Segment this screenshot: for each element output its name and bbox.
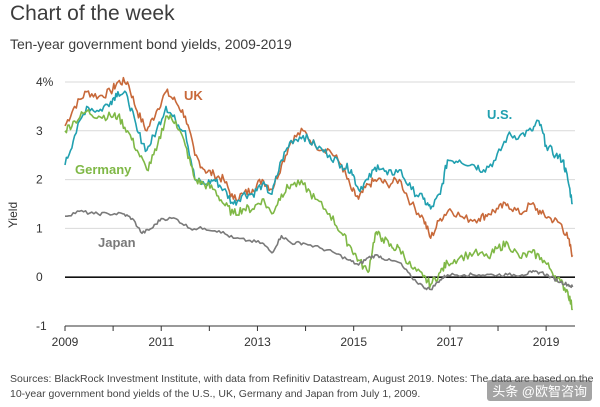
y-tick--1: -1 — [36, 319, 47, 333]
y-tick-labels: 4% 3 2 1 0 -1 — [36, 75, 54, 333]
x-tick-2019: 2019 — [533, 335, 560, 349]
y-tick-4%: 4% — [36, 75, 54, 89]
series-label-germany: Germany — [75, 162, 132, 177]
x-tick-2015: 2015 — [340, 335, 367, 349]
series-label-us: U.S. — [487, 107, 512, 122]
y-tick-1: 1 — [36, 221, 43, 235]
series-line-us — [64, 90, 574, 210]
series-line-germany — [64, 108, 574, 311]
series-label-uk: UK — [184, 88, 203, 103]
series-line-uk — [64, 76, 574, 258]
chart-subtitle: Ten-year government bond yields, 2009-20… — [10, 36, 292, 52]
bond-yield-chart: 4% 3 2 1 0 -1 2009 2011 2013 2015 2017 2019 UK U.S.… — [6, 75, 575, 349]
y-tick-0: 0 — [36, 270, 43, 284]
x-tick-2013: 2013 — [244, 335, 271, 349]
series-label-japan: Japan — [98, 235, 136, 250]
x-tick-2017: 2017 — [437, 335, 464, 349]
x-tick-2009: 2009 — [52, 335, 79, 349]
watermark: 头条 @欧智咨询 — [487, 380, 592, 401]
series-line-japan — [65, 209, 574, 291]
x-axis: 2009 2011 2013 2015 2017 2019 — [52, 325, 575, 349]
source-note: Sources: BlackRock Investment Institute,… — [10, 373, 594, 400]
series-labels: UK U.S. Germany Japan — [75, 88, 512, 250]
y-axis-label: Yield — [6, 202, 20, 228]
y-tick-3: 3 — [36, 124, 43, 138]
y-tick-2: 2 — [36, 173, 43, 187]
series-lines — [64, 76, 574, 311]
x-tick-2011: 2011 — [148, 335, 174, 349]
chart-title: Chart of the week — [10, 2, 175, 25]
